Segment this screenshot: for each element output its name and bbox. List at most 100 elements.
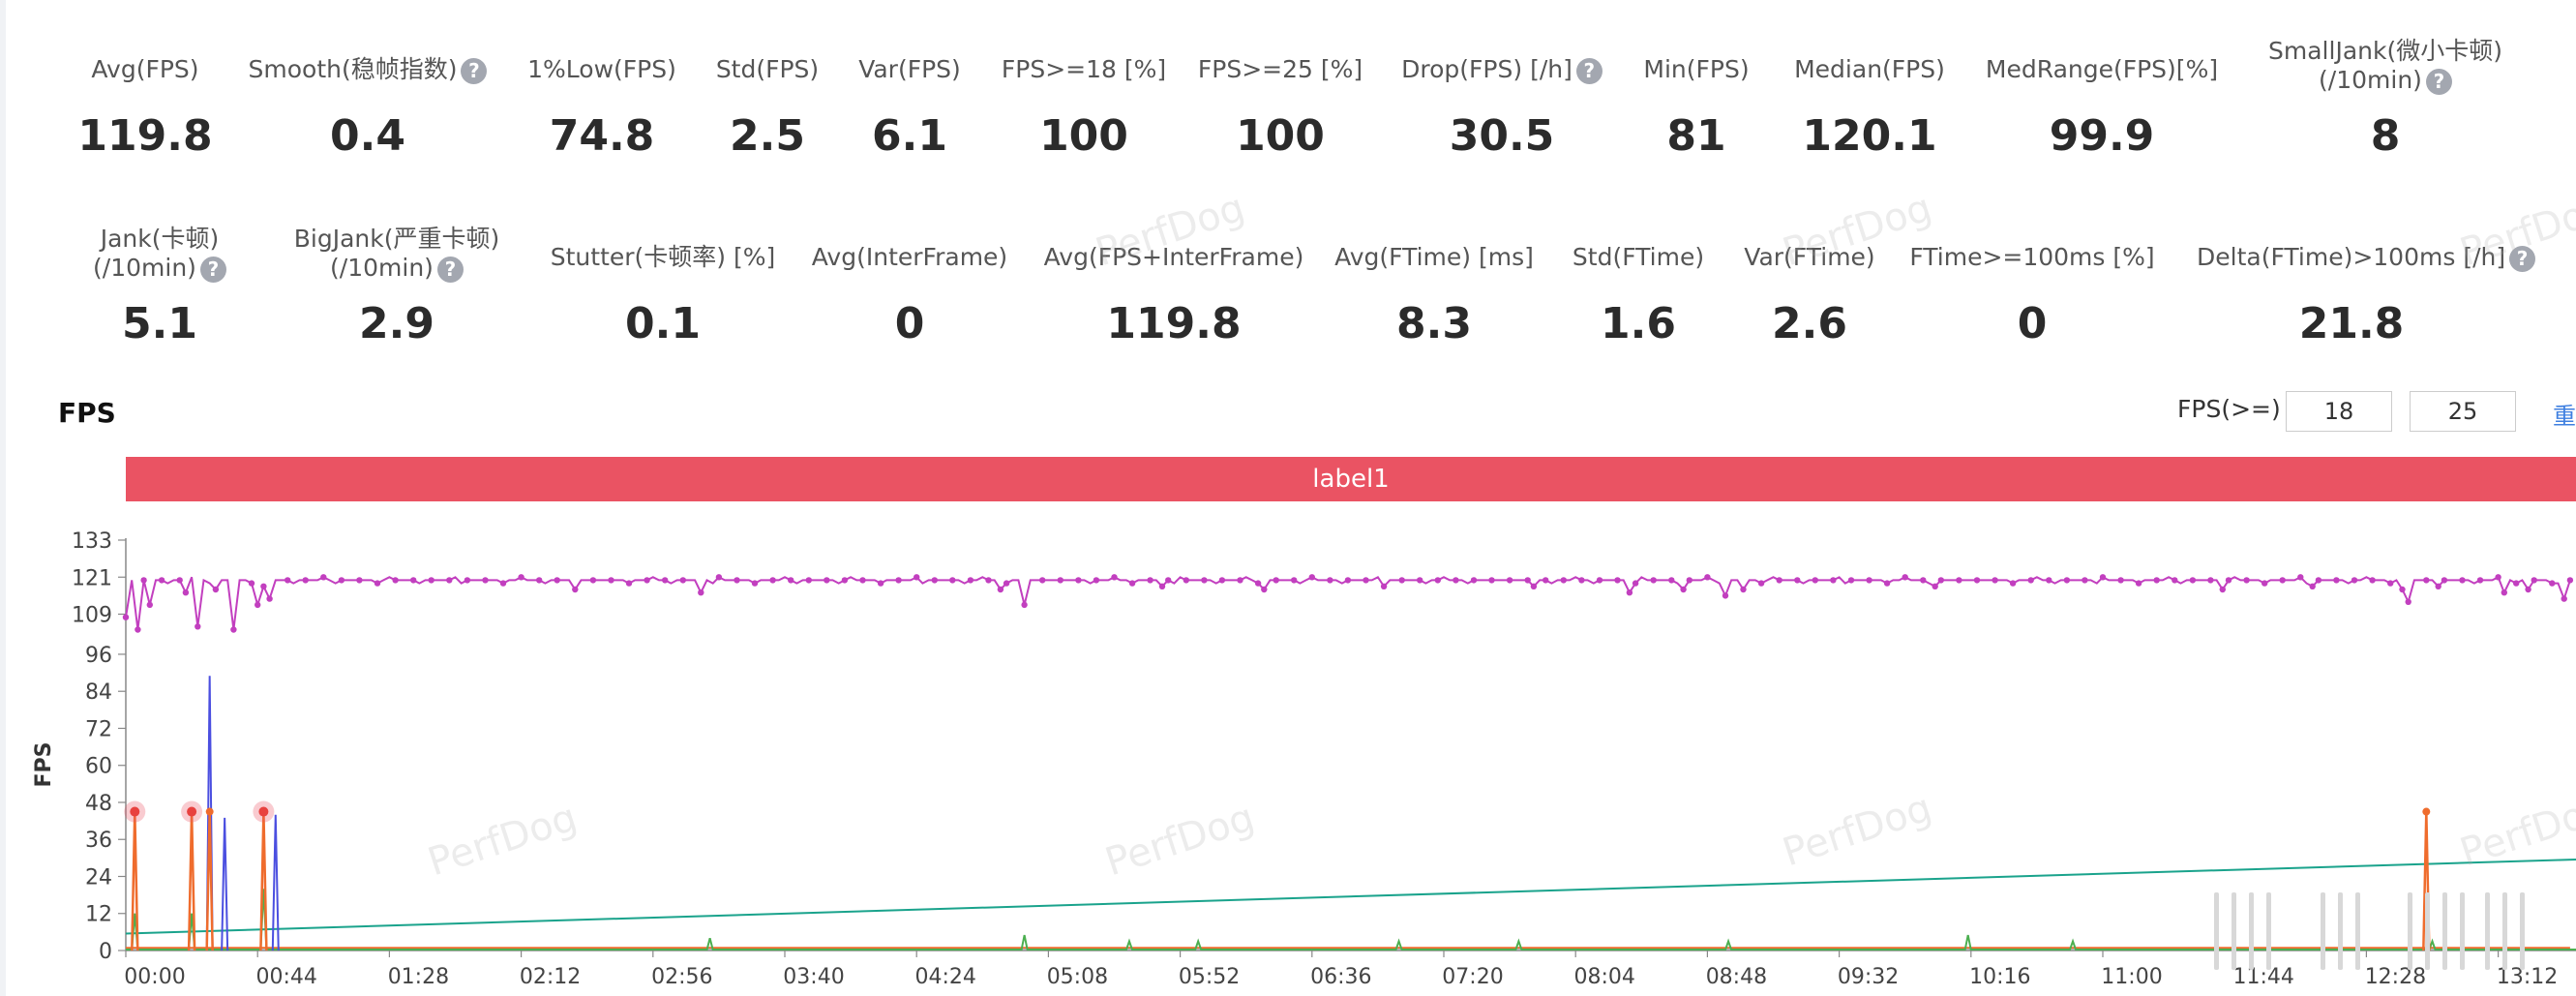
fps-point: [2172, 577, 2178, 584]
metric-label-text: 1%Low(FPS): [527, 55, 676, 83]
fps-point: [536, 577, 543, 584]
fps-point: [2099, 574, 2107, 581]
fps-point: [146, 601, 153, 609]
metric-label-text: BigJank(严重卡顿): [293, 225, 500, 253]
help-icon[interactable]: ?: [1575, 57, 1603, 84]
fps-point: [1883, 580, 1891, 587]
fps-point: [1956, 577, 1962, 584]
metric-block: Drop(FPS) [/h]? 30.5: [1347, 54, 1657, 161]
fps-point: [2561, 595, 2567, 602]
metric-block: Var(FTime) 2.6: [1655, 242, 1964, 348]
metric-block: 1%Low(FPS) 74.8: [447, 54, 757, 161]
scrollbar-grip[interactable]: [2321, 892, 2325, 970]
scrollbar-grip[interactable]: [2425, 892, 2430, 970]
x-tick-label: 01:28: [388, 965, 449, 989]
y-tick-label: 84: [85, 680, 112, 705]
metric-label-text: Jank(卡顿): [100, 225, 220, 253]
fps-point: [751, 580, 759, 587]
fps-point: [914, 574, 920, 581]
fps-point: [1003, 580, 1010, 587]
help-icon[interactable]: ?: [199, 256, 226, 283]
scrollbar-grip[interactable]: [2232, 892, 2236, 970]
fps-point: [1057, 577, 1064, 584]
metric-block: Avg(InterFrame) 0: [755, 242, 1064, 348]
x-tick-label: 00:00: [124, 965, 185, 989]
fps-point: [140, 577, 147, 584]
scrollbar-grip[interactable]: [2502, 892, 2507, 970]
fps-point: [859, 577, 866, 584]
x-tick-label: 12:28: [2365, 965, 2426, 989]
metric-label-text: Min(FPS): [1643, 55, 1750, 83]
metric-label: Avg(FPS): [0, 54, 300, 85]
scrollbar-grip[interactable]: [2249, 892, 2254, 970]
metric-label-unit: (/10min): [2319, 66, 2422, 94]
x-tick-label: 03:40: [783, 965, 844, 989]
metric-block: Stutter(卡顿率) [%] 0.1: [508, 242, 818, 348]
y-tick-label: 109: [72, 604, 112, 628]
fps-series-points: [122, 574, 2574, 633]
fps-point: [1704, 574, 1711, 581]
scrollbar-grip[interactable]: [2266, 892, 2271, 970]
metric-value: 74.8: [549, 111, 655, 161]
fps-point: [176, 577, 183, 584]
metric-label-text: SmallJank(微小卡顿): [2268, 37, 2502, 65]
scrollbar-grip[interactable]: [2214, 892, 2219, 970]
fps-point: [392, 577, 399, 584]
help-icon[interactable]: ?: [2425, 68, 2452, 95]
fps-point: [1291, 577, 1298, 584]
metric-value: 30.5: [1449, 111, 1555, 161]
help-icon[interactable]: ?: [436, 256, 464, 283]
scrollbar-grip[interactable]: [2355, 892, 2360, 970]
reset-link[interactable]: 重: [2553, 403, 2576, 430]
metric-value: 99.9: [2049, 111, 2155, 161]
fps-line-chart[interactable]: FPS 0 12 24 36 48 60 72 84 96 109 121 133 00:00 00:4…: [0, 503, 2576, 996]
fps-point: [1417, 577, 1423, 584]
metric-block: FPS>=18 [%] 100: [929, 54, 1239, 161]
fps-point: [2495, 574, 2501, 581]
metric-label-text: Avg(FPS+InterFrame): [1043, 243, 1304, 271]
fps-point: [1261, 586, 1268, 593]
series-layer: [122, 574, 2576, 951]
fps-point: [2027, 577, 2034, 584]
fps-point: [1596, 577, 1603, 584]
scrollbar-grip[interactable]: [2520, 892, 2525, 970]
scrollbar-grip[interactable]: [2442, 892, 2447, 970]
chart-label-bar[interactable]: label1: [126, 457, 2576, 501]
fps-threshold-input-1[interactable]: [2286, 391, 2392, 432]
horizontal-scrollbar[interactable]: [2214, 892, 2543, 980]
help-icon[interactable]: ?: [461, 57, 488, 84]
metric-label-text: Drop(FPS) [/h]: [1401, 55, 1573, 83]
fps-point: [212, 586, 220, 593]
metric-label: Avg(FTime) [ms]: [1279, 242, 1589, 273]
scrollbar-grip[interactable]: [2485, 892, 2490, 970]
x-tick-label: 11:44: [2232, 965, 2293, 989]
fps-point: [608, 577, 614, 584]
fps-point: [285, 577, 291, 584]
fps-point: [248, 580, 255, 587]
fps-point: [1524, 577, 1531, 584]
metric-value: 1.6: [1601, 299, 1676, 348]
fps-point: [482, 577, 489, 584]
fps-point: [230, 626, 237, 633]
fps-point: [1614, 577, 1621, 584]
fps-point: [2435, 583, 2441, 589]
fps-point: [2315, 577, 2322, 584]
scrollbar-grip[interactable]: [2338, 892, 2343, 970]
scrollbar-grip[interactable]: [2408, 892, 2412, 970]
scrollbar-grip[interactable]: [2460, 892, 2465, 970]
fps-point: [662, 577, 669, 584]
metric-label-text: MedRange(FPS)[%]: [1985, 55, 2219, 83]
fps-point: [2501, 589, 2507, 596]
x-tick-label: 02:12: [520, 965, 581, 989]
fps-point: [734, 577, 740, 584]
y-axis-title: FPS: [32, 742, 56, 788]
fps-threshold-input-2[interactable]: [2410, 391, 2516, 432]
metric-label: MedRange(FPS)[%]: [1947, 54, 2257, 85]
bigjank-spike: [221, 817, 229, 951]
help-icon[interactable]: ?: [2509, 245, 2536, 272]
fps-point: [1344, 577, 1352, 584]
left-edge-rule: [0, 0, 6, 996]
metric-block: Avg(FTime) [ms] 8.3: [1279, 242, 1589, 348]
fps-point: [1680, 586, 1687, 593]
fps-point: [2566, 577, 2574, 584]
